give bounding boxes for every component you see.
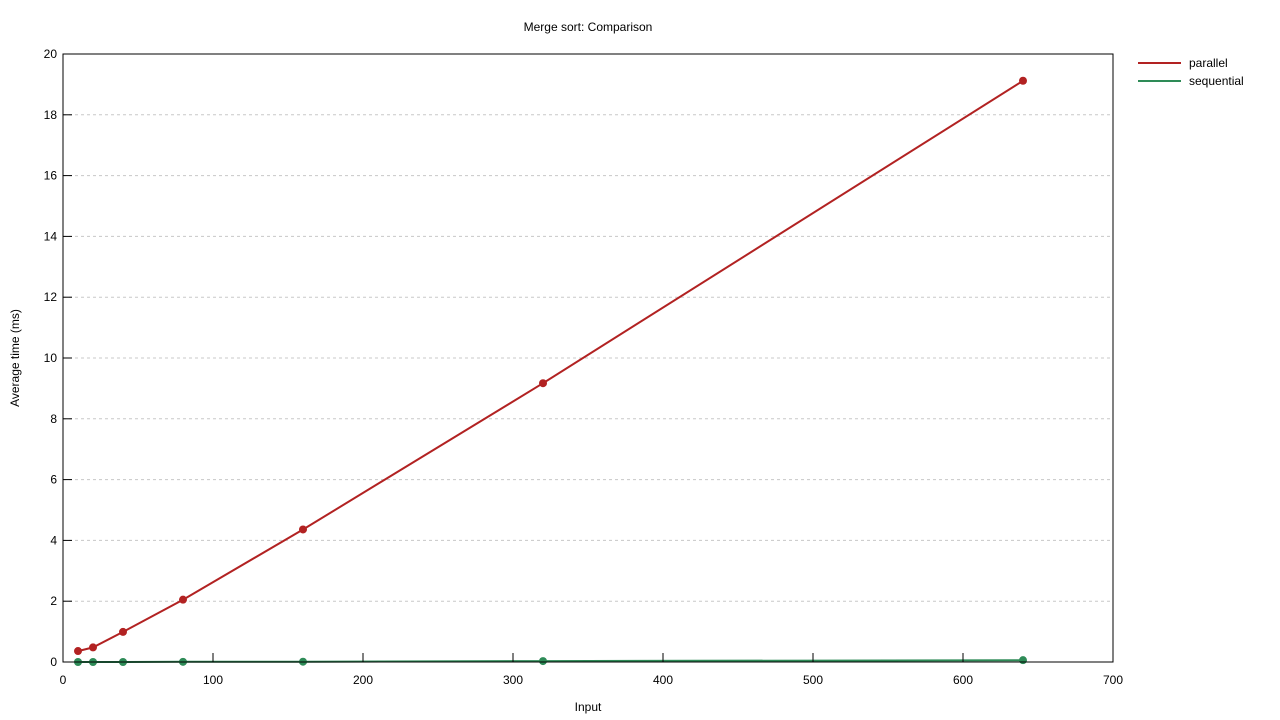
data-point-parallel (179, 595, 187, 604)
data-point-parallel (539, 379, 547, 388)
data-point-parallel (119, 627, 127, 636)
legend: parallel sequential (1138, 56, 1244, 88)
series-layer (74, 76, 1027, 666)
legend-label-parallel: parallel (1189, 56, 1228, 70)
series-sequential (74, 656, 1027, 666)
y-tick-label: 0 (50, 655, 57, 669)
chart-title: Merge sort: Comparison (524, 20, 653, 34)
y-tick-label: 18 (44, 108, 58, 122)
data-point-parallel (89, 643, 97, 652)
x-tick-label: 100 (203, 673, 223, 687)
grid-lines (63, 114, 1113, 602)
data-point-parallel (299, 525, 307, 534)
x-tick-label: 200 (353, 673, 373, 687)
data-point-parallel (1019, 76, 1027, 85)
y-tick-label: 16 (44, 169, 58, 183)
y-tick-label: 8 (50, 412, 57, 426)
y-tick-label: 14 (44, 229, 58, 243)
y-tick-label: 20 (44, 47, 58, 61)
series-parallel (74, 76, 1027, 656)
y-tick-label: 4 (50, 533, 57, 547)
x-tick-label: 600 (953, 673, 973, 687)
x-tick-label: 500 (803, 673, 823, 687)
data-point-sequential (539, 657, 547, 666)
series-line-parallel (77, 79, 1024, 653)
x-tick-label: 700 (1103, 673, 1123, 687)
x-tick-label: 0 (60, 673, 67, 687)
y-tick-label: 6 (50, 473, 57, 487)
y-tick-label: 10 (44, 351, 58, 365)
y-axis-label: Average time (ms) (8, 309, 22, 407)
data-point-sequential (1019, 656, 1027, 665)
y-tick-label: 12 (44, 290, 58, 304)
x-axis-label: Input (575, 700, 602, 714)
data-point-parallel (74, 647, 82, 656)
y-tick-label: 2 (50, 594, 57, 608)
x-tick-label: 300 (503, 673, 523, 687)
x-tick-label: 400 (653, 673, 673, 687)
legend-label-sequential: sequential (1189, 74, 1244, 88)
